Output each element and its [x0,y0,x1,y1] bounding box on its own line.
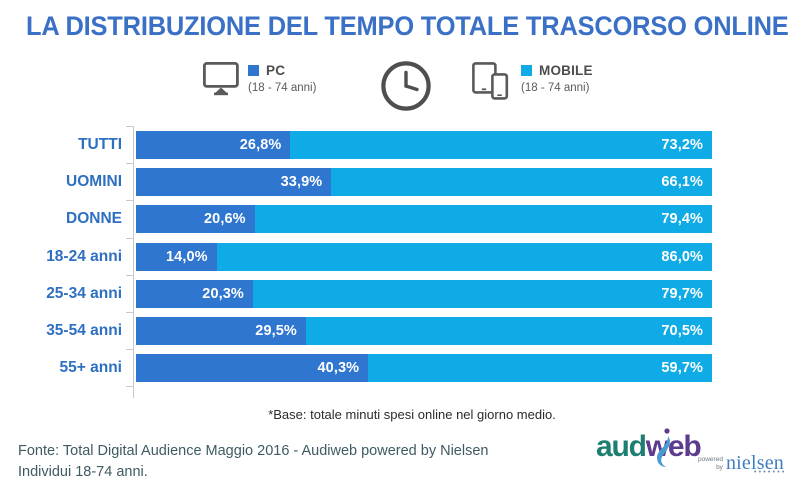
bar-value-label: 40,3% [317,360,360,377]
row-label-tutti: TUTTI [78,136,122,153]
audiweb-swoosh-icon [653,427,675,474]
legend-pc-text: PC (18 - 74 anni) [248,62,316,96]
axis-tick [126,200,133,202]
bar-value-label: 29,5% [255,323,297,339]
page-title: LA DISTRIBUZIONE DEL TEMPO TOTALE TRASCO… [26,11,789,41]
bar-value-label: 66,1% [661,174,703,191]
bar-segment-pc: 14,0% [136,242,217,271]
bar-segment-pc: 40,3% [136,354,369,383]
bar-value-label: 14,0% [166,248,208,265]
clock-icon [380,60,432,117]
bar-segment-pc: 20,3% [136,279,253,308]
chart-row: DONNE 20,6% 79,4% [0,205,800,234]
bar-track: 40,3% 59,7% [136,354,712,383]
chart-row: 55+ anni 40,3% 59,7% [0,354,800,383]
legend-mobile-label: MOBILE [539,63,593,78]
bar-value-label: 59,7% [661,360,703,377]
chart-row: TUTTI 26,8% 73,2% [0,131,800,159]
bar-segment-pc: 29,5% [136,317,306,345]
axis-tick [126,237,133,239]
nielsen-by-text: by [716,463,723,471]
bar-segment-mobile: 79,4% [254,205,712,234]
source-line-1: Fonte: Total Digital Audience Maggio 201… [18,443,489,459]
stacked-bar-chart: TUTTI 26,8% 73,2% UOMINI 33,9% 66,1% DONNE 20,6… [0,126,800,398]
axis-tick [126,312,133,313]
bar-track: 33,9% 66,1% [136,168,712,197]
legend-swatch-mobile [521,65,532,76]
legend-pc-label: PC [266,63,286,78]
bar-segment-pc: 26,8% [136,131,291,159]
source-note: Fonte: Total Digital Audience Maggio 201… [18,441,598,483]
desktop-monitor-icon [202,61,239,101]
tablet-phone-icon [472,62,512,105]
base-note: *Base: totale minuti spesi online nel gi… [268,407,556,422]
chart-row: 18-24 anni 14,0% 86,0% [0,242,800,271]
chart-row: 25-34 anni 20,3% 79,7% [0,279,800,308]
legend-item-pc: PC (18 - 74 anni) [202,61,316,101]
axis-tick [126,386,133,388]
row-label-35-54-anni: 35-54 anni [46,322,122,339]
nielsen-powered-by: powered by [698,456,723,471]
row-label-55-anni: 55+ anni [59,359,122,377]
legend-swatch-pc [248,65,259,76]
audiweb-logo-web: web [645,430,702,463]
category-axis-line [133,126,134,398]
bar-segment-mobile: 59,7% [368,354,712,383]
row-label-donne: DONNE [66,210,122,228]
row-label-uomini: UOMINI [66,173,122,191]
bar-segment-mobile: 79,7% [252,279,712,308]
bar-segment-mobile: 70,5% [305,317,712,345]
bar-segment-mobile: 73,2% [290,131,712,159]
audiweb-logo: audweb [596,428,702,467]
bar-value-label: 26,8% [239,137,282,153]
axis-tick [126,274,133,276]
legend-pc-sublabel: (18 - 74 anni) [248,82,317,94]
bar-segment-mobile: 66,1% [331,168,712,197]
chart-row: UOMINI 33,9% 66,1% [0,168,800,197]
bar-segment-pc: 33,9% [136,168,332,197]
bar-track: 20,6% 79,4% [136,205,712,234]
chart-row: 35-54 anni 29,5% 70,5% [0,317,800,345]
axis-tick [126,126,133,127]
axis-tick [126,349,133,351]
legend-item-mobile: MOBILE (18 - 74 anni) [472,62,593,105]
bar-segment-mobile: 86,0% [216,242,712,271]
nielsen-logo: powered by nielsen ••••••• [698,452,787,476]
nielsen-wordmark: nielsen [725,452,784,474]
nielsen-powered-text: powered [698,456,723,463]
nielsen-dots-icon: ••••••• [753,469,787,476]
bar-value-label: 73,2% [661,137,703,153]
bar-value-label: 70,5% [661,323,703,339]
bar-value-label: 20,3% [202,285,244,302]
legend-clock [380,60,432,117]
row-label-18-24-anni: 18-24 anni [46,247,122,265]
bar-value-label: 20,6% [204,211,246,228]
row-label-25-34-anni: 25-34 anni [46,284,122,302]
bar-value-label: 79,4% [661,211,703,228]
audiweb-logo-aud: aud [596,430,647,463]
bar-value-label: 33,9% [280,174,323,191]
bar-value-label: 79,7% [661,285,703,302]
legend-mobile-sublabel: (18 - 74 anni) [521,82,590,94]
bar-track: 26,8% 73,2% [136,131,712,159]
legend-mobile-text: MOBILE (18 - 74 anni) [521,62,593,96]
source-line-2: Individui 18-74 anni. [18,464,148,480]
logo-group: audweb powered by nielsen ••••••• [596,428,792,483]
bar-value-label: 86,0% [661,248,703,265]
axis-tick [126,163,133,165]
bar-segment-pc: 20,6% [136,205,255,234]
bar-track: 14,0% 86,0% [136,242,712,271]
bar-track: 20,3% 79,7% [136,279,712,308]
bar-track: 29,5% 70,5% [136,317,712,345]
legend: PC (18 - 74 anni) [0,58,800,118]
